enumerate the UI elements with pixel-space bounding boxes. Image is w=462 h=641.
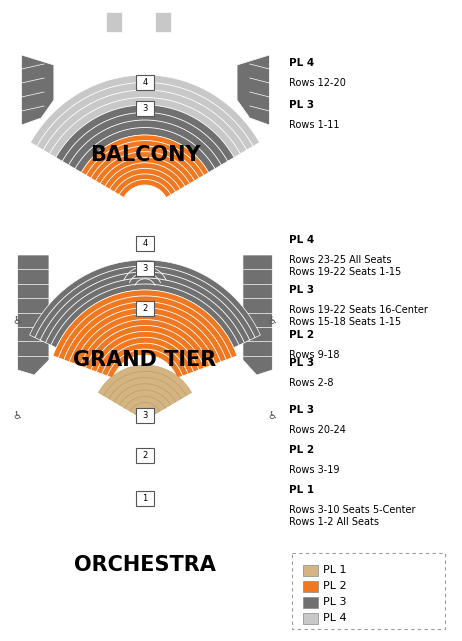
Polygon shape [237,55,269,125]
Polygon shape [106,12,122,32]
Polygon shape [118,260,171,288]
Text: PL 4: PL 4 [289,235,314,245]
Text: PL 4: PL 4 [323,613,347,623]
Text: BALCONY: BALCONY [90,145,201,165]
Polygon shape [243,255,272,375]
Text: 2: 2 [142,303,147,313]
FancyBboxPatch shape [136,490,154,506]
Text: 3: 3 [142,263,148,272]
Text: Rows 23-25 All Seats: Rows 23-25 All Seats [289,255,391,265]
Polygon shape [18,255,49,375]
Polygon shape [30,75,260,158]
Polygon shape [98,365,192,417]
Text: ♿: ♿ [12,410,23,420]
Text: Rows 12-20: Rows 12-20 [289,78,346,88]
Text: 1: 1 [142,494,147,503]
Text: Rows 9-18: Rows 9-18 [289,350,340,360]
FancyBboxPatch shape [303,581,318,592]
Text: Rows 19-22 Seats 1-15: Rows 19-22 Seats 1-15 [289,267,401,277]
FancyBboxPatch shape [136,235,154,251]
Text: Rows 15-18 Seats 1-15: Rows 15-18 Seats 1-15 [289,317,401,327]
Polygon shape [22,55,54,125]
FancyBboxPatch shape [136,301,154,315]
Text: Rows 3-19: Rows 3-19 [289,465,340,475]
Text: PL 1: PL 1 [289,485,314,495]
Text: ♿: ♿ [12,315,23,325]
Text: GRAND TIER: GRAND TIER [73,350,217,370]
Text: PL 3: PL 3 [289,358,314,368]
Text: PL 2: PL 2 [289,330,314,340]
Text: PL 2: PL 2 [289,445,314,455]
Text: Rows 2-8: Rows 2-8 [289,378,334,388]
FancyBboxPatch shape [136,447,154,463]
Text: PL 1: PL 1 [323,565,347,575]
FancyBboxPatch shape [303,613,318,624]
FancyBboxPatch shape [303,597,318,608]
Text: 4: 4 [142,238,147,247]
Text: ♿: ♿ [267,315,277,325]
Text: 4: 4 [142,78,147,87]
Text: PL 2: PL 2 [323,581,347,591]
Text: PL 4: PL 4 [289,58,314,68]
Text: Rows 20-24: Rows 20-24 [289,425,346,435]
Text: ♿: ♿ [267,410,277,420]
FancyBboxPatch shape [136,408,154,422]
FancyBboxPatch shape [292,553,445,629]
Text: ORCHESTRA: ORCHESTRA [74,555,216,575]
Text: Rows 19-22 Seats 16-Center: Rows 19-22 Seats 16-Center [289,305,428,315]
Polygon shape [30,260,261,347]
Polygon shape [56,105,234,172]
FancyBboxPatch shape [136,74,154,90]
FancyBboxPatch shape [136,260,154,276]
FancyBboxPatch shape [303,565,318,576]
Text: PL 3: PL 3 [323,597,347,607]
Text: PL 3: PL 3 [289,100,314,110]
Text: 3: 3 [142,103,148,113]
Text: Rows 1-2 All Seats: Rows 1-2 All Seats [289,517,379,527]
FancyBboxPatch shape [136,101,154,115]
Polygon shape [155,12,171,32]
Text: Rows 1-11: Rows 1-11 [289,120,340,130]
Text: PL 3: PL 3 [289,405,314,415]
Text: PL 3: PL 3 [289,285,314,295]
Text: Rows 3-10 Seats 5-Center: Rows 3-10 Seats 5-Center [289,505,415,515]
Polygon shape [81,135,209,197]
Text: 3: 3 [142,410,148,419]
Text: 2: 2 [142,451,147,460]
Polygon shape [53,290,237,378]
